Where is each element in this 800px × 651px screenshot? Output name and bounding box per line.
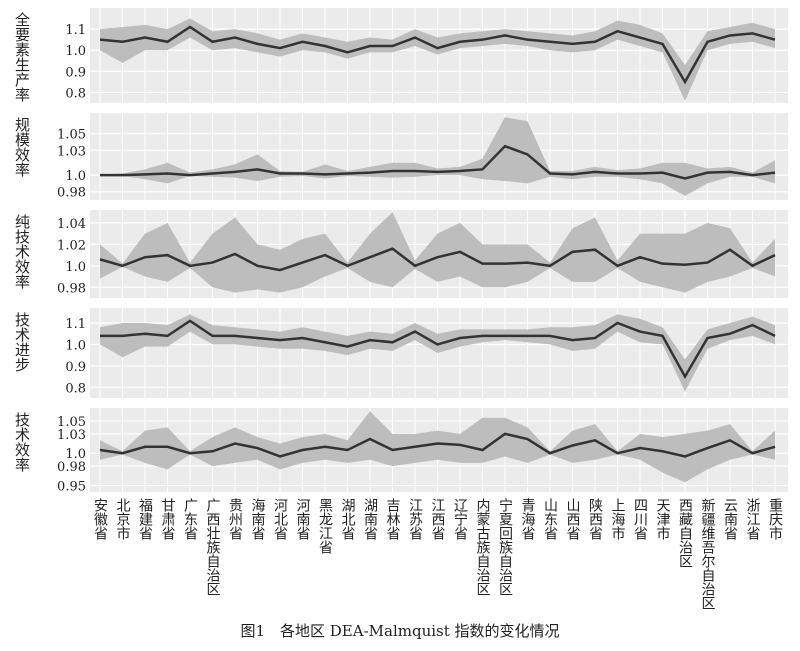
- range-band: [100, 117, 775, 196]
- y-tick-label: 0.9: [65, 360, 86, 375]
- x-tick-label: 广西壮族自治区: [205, 498, 221, 596]
- y-tick-label: 1.04: [57, 217, 86, 232]
- y-axis-label: 纯技术效率: [13, 214, 31, 289]
- x-tick-label: 四川省: [632, 498, 648, 540]
- y-tick-label: 0.95: [57, 480, 86, 495]
- x-tick-label: 宁夏回族自治区: [497, 497, 513, 596]
- range-band: [100, 314, 775, 392]
- line: [99, 247, 776, 272]
- x-tick-label: 内蒙古族自治区: [475, 498, 491, 596]
- caption: 图1 各地区 DEA-Malmquist 指数的变化情况: [240, 622, 559, 640]
- x-tick-label: 辽宁省: [452, 498, 468, 540]
- y-tick-label: 1.1: [65, 317, 86, 332]
- x-tick-label: 陕西省: [587, 498, 603, 540]
- x-tick-label: 河南省: [295, 498, 311, 540]
- range-band: [100, 212, 775, 293]
- line: [99, 25, 776, 85]
- y-axis-label: 规模效率: [13, 117, 31, 177]
- x-tick-label: 浙江省: [745, 498, 761, 540]
- y-tick-label: 1.05: [57, 128, 86, 143]
- y-tick-label: 0.8: [65, 86, 86, 101]
- x-tick-label: 贵州省: [227, 498, 243, 540]
- y-tick-label: 1.02: [57, 238, 86, 253]
- x-tick-label: 西藏自治区: [677, 498, 693, 568]
- x-tick-label: 山西省: [565, 498, 581, 540]
- y-tick-label: 1.0: [65, 44, 86, 59]
- range-band: [100, 411, 775, 483]
- y-axis-label: 技术效率: [13, 412, 31, 472]
- x-tick-label: 湖南省: [362, 498, 378, 540]
- y-tick-label: 0.98: [57, 281, 86, 296]
- y-axis-label: 全要素生产率: [13, 11, 31, 102]
- line: [99, 432, 776, 458]
- y-tick-label: 1.03: [57, 144, 86, 159]
- y-tick-label: 0.8: [65, 381, 86, 396]
- x-tick-label: 江西省: [430, 498, 446, 540]
- x-tick-label: 天津市: [655, 498, 671, 540]
- x-tick-label: 海南省: [250, 498, 266, 540]
- x-tick-label: 新疆维吾尔自治区: [700, 498, 716, 610]
- x-tick-label: 山东省: [542, 498, 558, 540]
- y-tick-label: 1.05: [57, 415, 86, 430]
- x-tick-label: 黑龙江省: [317, 498, 333, 554]
- x-tick-label: 北京市: [115, 498, 131, 540]
- y-tick-label: 0.98: [57, 186, 86, 201]
- x-tick-label: 安徽省: [92, 498, 108, 540]
- y-tick-label: 1.0: [65, 338, 86, 353]
- line: [100, 319, 776, 380]
- x-tick-label: 重庆市: [767, 498, 783, 540]
- x-tick-label: 上海市: [610, 498, 626, 540]
- x-tick-label: 江苏省: [407, 498, 423, 540]
- x-tick-label: 河北省: [272, 498, 288, 540]
- y-tick-label: 1.03: [57, 428, 86, 443]
- y-tick-label: 1.0: [65, 169, 86, 184]
- y-tick-label: 0.98: [57, 460, 86, 475]
- x-tick-label: 福建省: [137, 498, 153, 540]
- y-tick-label: 1.0: [65, 260, 86, 275]
- x-tick-label: 甘肃省: [160, 498, 176, 540]
- x-tick-label: 吉林省: [385, 498, 401, 540]
- x-tick-label: 青海省: [520, 498, 536, 540]
- y-tick-label: 1.0: [65, 447, 86, 462]
- y-tick-label: 0.9: [65, 65, 86, 80]
- range-band: [100, 18, 775, 101]
- x-tick-label: 广东省: [182, 498, 198, 540]
- x-tick-label: 云南省: [722, 498, 738, 540]
- y-axis-label: 技术进步: [13, 312, 31, 372]
- y-tick-label: 1.1: [65, 23, 86, 38]
- line: [100, 144, 776, 180]
- x-tick-label: 湖北省: [340, 498, 356, 540]
